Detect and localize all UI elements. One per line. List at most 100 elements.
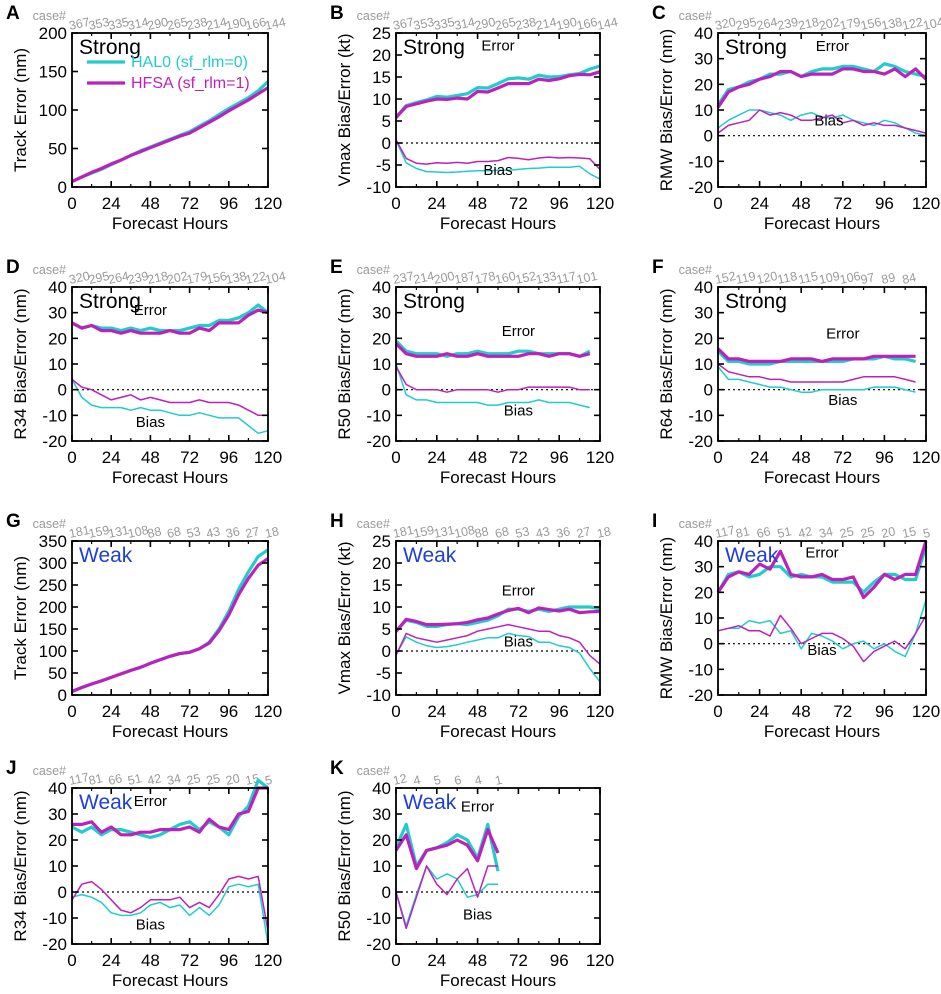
x-tick-label: 0 xyxy=(391,951,400,970)
x-tick-label: 48 xyxy=(792,194,811,213)
case-count-label: case# xyxy=(33,517,66,531)
x-tick-label: 120 xyxy=(254,448,282,467)
y-tick-label: 40 xyxy=(48,779,67,798)
y-tick-label: 30 xyxy=(372,304,391,323)
y-axis-title: R64 Bias/Error (nm) xyxy=(657,288,676,439)
hal0-bias-line xyxy=(395,140,601,180)
y-tick-label: 10 xyxy=(372,355,391,374)
x-tick-label: 0 xyxy=(67,951,76,970)
bias-annotation: Bias xyxy=(483,162,512,179)
case-count: 264 xyxy=(755,15,778,33)
case-count: 101 xyxy=(575,269,598,287)
x-tick-label: 72 xyxy=(180,951,199,970)
panel-letter: H xyxy=(330,511,344,532)
hfsa-error-line xyxy=(716,540,928,600)
case-count: 160 xyxy=(494,269,517,287)
y-tick-label: 150 xyxy=(39,620,67,639)
x-tick-label: 96 xyxy=(875,702,894,721)
x-tick-label: 120 xyxy=(254,951,282,970)
case-count: 122 xyxy=(901,15,924,33)
hfsa-error-line xyxy=(394,827,500,871)
case-count: 88 xyxy=(473,524,490,541)
hfsa-bias-line xyxy=(395,623,601,665)
y-tick-label: 0 xyxy=(58,381,67,400)
x-tick-label: 120 xyxy=(586,194,614,213)
bias-annotation: Bias xyxy=(463,906,492,923)
error-annotation: Error xyxy=(134,793,167,810)
case-count: 115 xyxy=(797,269,819,287)
strength-label: Strong xyxy=(403,36,465,59)
y-tick-label: 0 xyxy=(382,134,391,153)
x-tick-label: 96 xyxy=(219,194,238,213)
y-tick-label: 0 xyxy=(382,381,391,400)
y-tick-label: 10 xyxy=(694,355,713,374)
case-count-label: case# xyxy=(357,517,390,531)
y-tick-label: 30 xyxy=(48,805,67,824)
error-annotation: Error xyxy=(816,38,849,55)
case-count: 36 xyxy=(555,524,572,541)
legend: HAL0 (sf_rlm=0) HFSA (sf_rlm=1) xyxy=(87,54,250,92)
x-tick-label: 48 xyxy=(141,448,160,467)
y-tick-label: 100 xyxy=(39,101,67,120)
case-count: 238 xyxy=(514,15,537,33)
hfsa-error-line xyxy=(394,342,591,358)
case-count: 218 xyxy=(146,269,169,287)
case-count: 6 xyxy=(453,773,463,788)
case-count: 156 xyxy=(205,269,228,287)
case-count: 131 xyxy=(107,523,130,541)
x-axis-title: Forecast Hours xyxy=(764,722,880,741)
bias-annotation: Bias xyxy=(828,392,857,409)
y-tick-label: 10 xyxy=(372,90,391,109)
case-count: 5 xyxy=(264,773,274,788)
x-axis-title: Forecast Hours xyxy=(112,722,228,741)
y-tick-label: -20 xyxy=(42,432,67,451)
case-count: 190 xyxy=(555,15,578,33)
strength-label: Weak xyxy=(79,544,133,567)
hfsa-error-line xyxy=(71,557,269,693)
strength-label: Strong xyxy=(403,290,465,313)
x-tick-label: 24 xyxy=(427,448,446,467)
y-tick-label: 30 xyxy=(694,558,713,577)
bias-annotation: Bias xyxy=(814,112,843,129)
error-annotation: Error xyxy=(134,302,167,319)
y-tick-label: 10 xyxy=(48,857,67,876)
case-count: 25 xyxy=(185,771,202,788)
case-count: 25 xyxy=(839,524,856,541)
y-tick-label: 0 xyxy=(704,635,713,654)
y-tick-label: 200 xyxy=(39,24,67,43)
y-tick-label: -10 xyxy=(688,152,713,171)
y-tick-label: -20 xyxy=(366,432,391,451)
case-count: 166 xyxy=(575,15,598,33)
x-tick-label: 120 xyxy=(586,951,614,970)
case-count: 320 xyxy=(714,15,737,33)
case-count: 335 xyxy=(107,15,130,33)
panel-letter: I xyxy=(652,511,657,532)
x-axis-title: Forecast Hours xyxy=(440,971,556,990)
case-count: 27 xyxy=(575,524,592,541)
case-count: 179 xyxy=(185,269,208,287)
error-annotation: Error xyxy=(805,545,838,562)
case-count: 314 xyxy=(453,15,476,33)
case-count: 81 xyxy=(87,771,104,788)
case-count: 97 xyxy=(859,270,876,287)
x-tick-label: 72 xyxy=(509,702,528,721)
hfsa-error-line xyxy=(71,86,269,184)
case-count: 181 xyxy=(68,523,91,541)
y-axis-title: R50 Bias/Error (nm) xyxy=(335,790,354,941)
panel-letter: G xyxy=(6,511,21,532)
y-tick-label: -10 xyxy=(688,406,713,425)
y-tick-label: -10 xyxy=(366,686,391,705)
y-tick-label: 10 xyxy=(694,101,713,120)
y-axis-title: Track Error (nm) xyxy=(11,556,30,680)
case-count: 152 xyxy=(514,269,537,287)
case-count: 42 xyxy=(797,524,814,541)
case-count: 89 xyxy=(880,270,897,287)
y-tick-label: 20 xyxy=(372,46,391,65)
hfsa-error-line xyxy=(394,70,601,119)
case-count: 238 xyxy=(185,15,208,33)
hal0-bias-line xyxy=(395,363,590,409)
x-tick-label: 72 xyxy=(509,448,528,467)
